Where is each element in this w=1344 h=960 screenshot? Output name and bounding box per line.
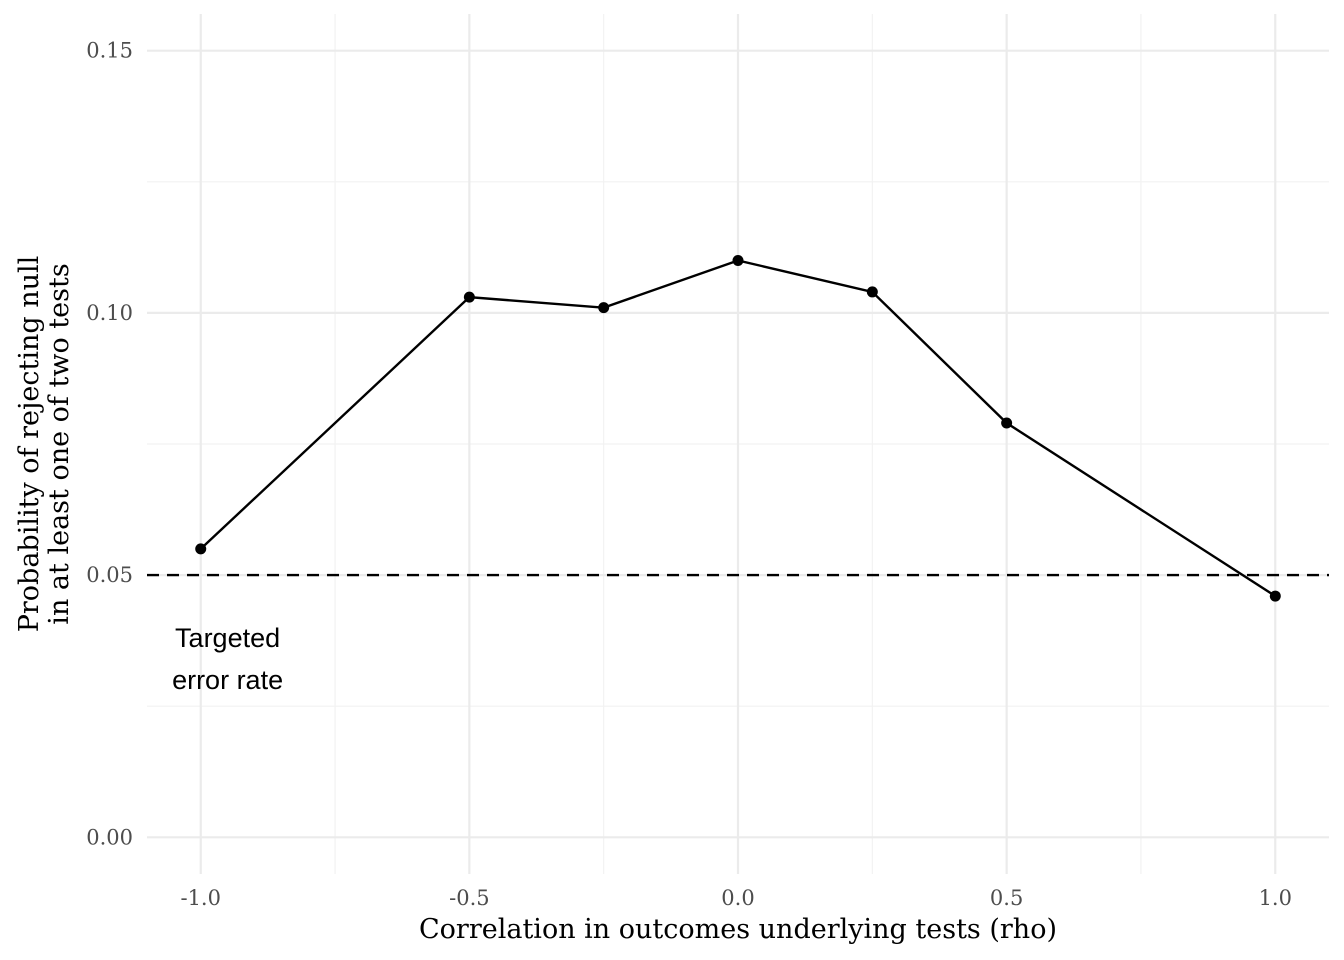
annotation-targeted-error-rate: Targeted error rate [172, 623, 283, 695]
y-tick-label: 0.00 [86, 825, 133, 849]
y-tick-label: 0.10 [86, 301, 133, 325]
x-tick-label: 1.0 [1259, 886, 1292, 910]
y-tick-labels: 0.00 0.05 0.10 0.15 [86, 39, 133, 850]
y-axis-title-line-2: in at least one of two tests [44, 263, 75, 624]
y-axis-title: Probability of rejecting null in at leas… [14, 256, 75, 633]
data-point [1001, 417, 1013, 429]
data-point [1269, 590, 1281, 602]
series-layer [195, 254, 1281, 602]
x-tick-label: 0.0 [721, 886, 754, 910]
x-axis-title: Correlation in outcomes underlying tests… [419, 914, 1057, 945]
annotation-line-2: error rate [172, 665, 283, 695]
data-point [463, 291, 475, 303]
annotation-line-1: Targeted [175, 623, 280, 653]
x-tick-label: -0.5 [449, 886, 490, 910]
x-tick-label: 0.5 [990, 886, 1023, 910]
y-axis-title-line-1: Probability of rejecting null [14, 256, 45, 633]
data-point [598, 302, 610, 314]
x-tick-label: -1.0 [180, 886, 221, 910]
y-tick-label: 0.05 [86, 563, 133, 587]
data-point [732, 254, 744, 266]
y-tick-label: 0.15 [86, 39, 133, 63]
data-point [866, 286, 878, 298]
x-tick-labels: -1.0 -0.5 0.0 0.5 1.0 [180, 886, 1291, 910]
data-point [195, 543, 207, 555]
